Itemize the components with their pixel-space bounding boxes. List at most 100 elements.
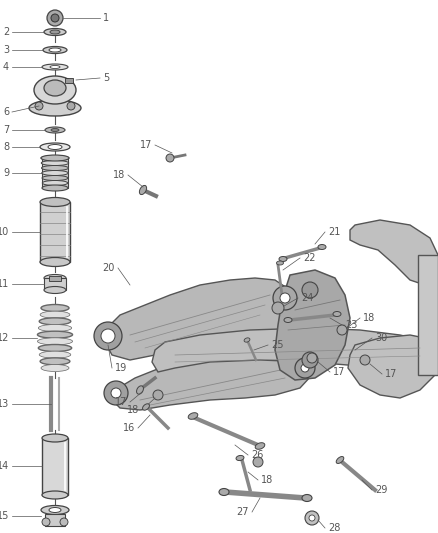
Ellipse shape <box>42 175 68 181</box>
Ellipse shape <box>44 80 66 96</box>
Ellipse shape <box>336 457 344 464</box>
Text: 18: 18 <box>113 170 125 180</box>
Ellipse shape <box>137 386 143 394</box>
Circle shape <box>307 353 317 363</box>
Ellipse shape <box>50 30 60 34</box>
Text: 26: 26 <box>251 450 263 460</box>
Ellipse shape <box>42 64 68 70</box>
Text: 6: 6 <box>3 107 9 117</box>
Text: 17: 17 <box>385 369 397 379</box>
Text: 10: 10 <box>0 227 9 237</box>
Text: 25: 25 <box>271 340 283 350</box>
Ellipse shape <box>44 287 66 294</box>
Text: 8: 8 <box>3 142 9 152</box>
Ellipse shape <box>49 507 61 513</box>
Circle shape <box>47 10 63 26</box>
Circle shape <box>360 355 370 365</box>
Circle shape <box>153 390 163 400</box>
Text: 18: 18 <box>127 405 139 415</box>
Circle shape <box>94 322 122 350</box>
Bar <box>418 255 438 375</box>
Circle shape <box>101 329 115 343</box>
Circle shape <box>111 388 121 398</box>
Text: 24: 24 <box>301 293 313 303</box>
Ellipse shape <box>48 144 62 149</box>
Text: 17: 17 <box>333 367 346 377</box>
Text: 7: 7 <box>3 125 9 135</box>
Bar <box>42 438 68 495</box>
Ellipse shape <box>142 404 149 410</box>
Ellipse shape <box>302 495 312 502</box>
Text: 9: 9 <box>3 168 9 178</box>
Text: 20: 20 <box>102 263 115 273</box>
Ellipse shape <box>49 48 61 52</box>
Ellipse shape <box>34 76 76 104</box>
Ellipse shape <box>42 166 68 171</box>
Ellipse shape <box>40 358 70 365</box>
Ellipse shape <box>39 344 72 351</box>
Text: 4: 4 <box>3 62 9 72</box>
Polygon shape <box>152 328 438 372</box>
Ellipse shape <box>41 155 69 161</box>
Text: 27: 27 <box>237 507 249 517</box>
Circle shape <box>295 358 315 378</box>
Ellipse shape <box>279 256 287 262</box>
Circle shape <box>302 282 318 298</box>
Text: 15: 15 <box>0 511 9 521</box>
Ellipse shape <box>276 261 283 265</box>
Circle shape <box>273 286 297 310</box>
Circle shape <box>337 325 347 335</box>
Text: 18: 18 <box>261 475 273 485</box>
Ellipse shape <box>42 491 68 499</box>
Ellipse shape <box>41 505 69 514</box>
Ellipse shape <box>333 311 341 317</box>
Circle shape <box>309 515 315 521</box>
Ellipse shape <box>40 257 70 266</box>
Circle shape <box>305 511 319 525</box>
Text: 18: 18 <box>363 313 375 323</box>
Ellipse shape <box>236 455 244 461</box>
Ellipse shape <box>43 46 67 53</box>
Ellipse shape <box>188 413 198 419</box>
Circle shape <box>272 302 284 314</box>
Circle shape <box>67 102 75 110</box>
Text: 17: 17 <box>115 397 127 407</box>
Text: 29: 29 <box>375 485 387 495</box>
Ellipse shape <box>42 434 68 442</box>
Ellipse shape <box>244 338 250 342</box>
Text: 3: 3 <box>3 45 9 55</box>
Bar <box>45 514 65 526</box>
Circle shape <box>301 364 309 372</box>
Circle shape <box>60 518 68 526</box>
Text: 17: 17 <box>140 140 152 150</box>
Circle shape <box>253 457 263 467</box>
Text: 5: 5 <box>103 73 109 83</box>
Ellipse shape <box>40 198 70 206</box>
Ellipse shape <box>284 318 292 322</box>
Ellipse shape <box>41 304 69 311</box>
Text: 30: 30 <box>375 333 387 343</box>
Text: 16: 16 <box>123 423 135 433</box>
Circle shape <box>35 102 43 110</box>
Circle shape <box>280 293 290 303</box>
Bar <box>40 202 70 262</box>
Bar <box>65 78 73 83</box>
Ellipse shape <box>41 160 69 166</box>
Text: 2: 2 <box>3 27 9 37</box>
Text: 21: 21 <box>328 227 340 237</box>
Ellipse shape <box>41 365 69 372</box>
Ellipse shape <box>44 274 66 281</box>
Ellipse shape <box>29 100 81 116</box>
Polygon shape <box>112 350 312 410</box>
Bar <box>49 276 61 281</box>
Text: 11: 11 <box>0 279 9 289</box>
Ellipse shape <box>37 331 73 338</box>
Ellipse shape <box>39 318 71 325</box>
Bar <box>42 158 68 188</box>
Text: 14: 14 <box>0 461 9 471</box>
Ellipse shape <box>41 156 69 160</box>
Ellipse shape <box>45 127 65 133</box>
Text: 28: 28 <box>328 523 340 533</box>
Ellipse shape <box>40 143 70 151</box>
Ellipse shape <box>44 28 66 36</box>
